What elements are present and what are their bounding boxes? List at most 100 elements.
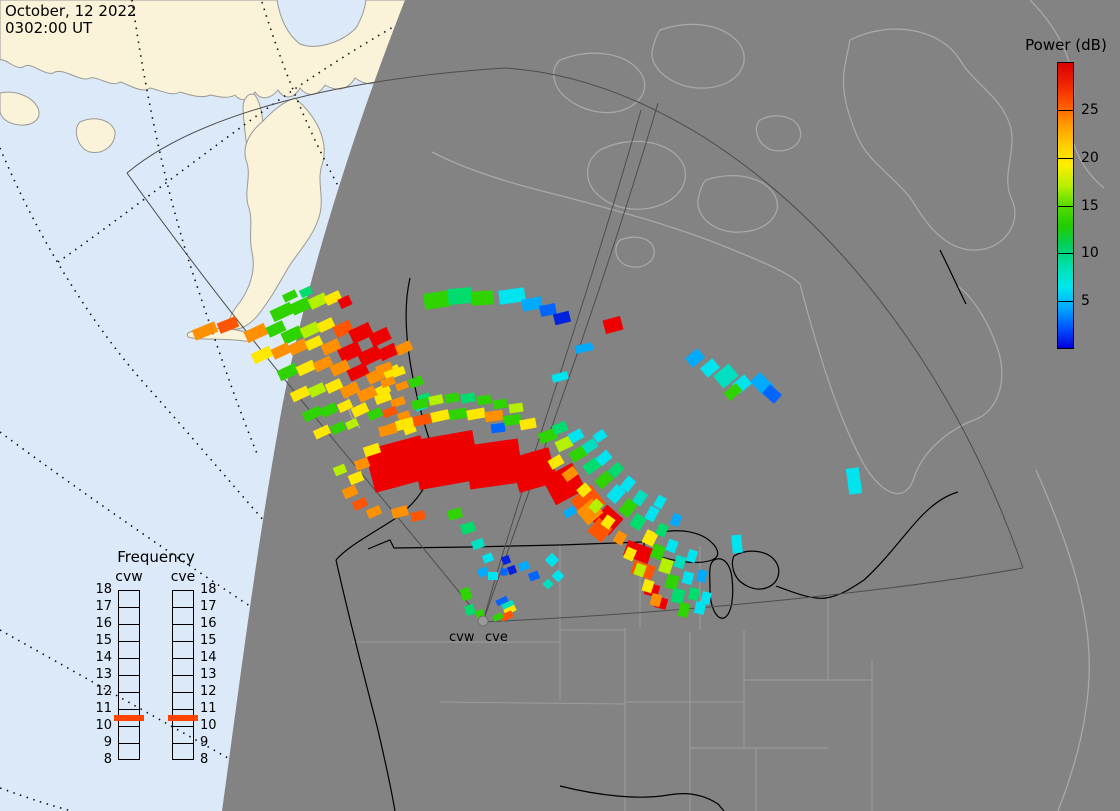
- backscatter-cell: [304, 335, 324, 351]
- backscatter-cell: [394, 340, 414, 356]
- backscatter-cell: [595, 449, 613, 467]
- ladder-rung: [119, 624, 139, 625]
- ladder-rung: [173, 607, 193, 608]
- backscatter-cell: [351, 497, 369, 511]
- backscatter-cell: [380, 375, 396, 389]
- frequency-marker-cve: [168, 714, 198, 721]
- backscatter-cell: [368, 326, 392, 348]
- backscatter-cell: [619, 475, 637, 493]
- backscatter-cell: [664, 573, 680, 591]
- backscatter-cell: [476, 394, 492, 406]
- backscatter-cell: [281, 289, 299, 303]
- backscatter-cell: [459, 586, 473, 602]
- frequency-marker-cvw: [114, 714, 144, 721]
- frequency-scale-label: 8: [103, 752, 112, 767]
- backscatter-cell: [500, 554, 512, 566]
- backscatter-cell: [567, 428, 585, 444]
- backscatter-cell: [500, 568, 508, 576]
- backscatter-cell: [700, 591, 712, 605]
- timestamp: October, 12 2022 0302:00 UT: [5, 2, 137, 38]
- backscatter-cell: [337, 294, 353, 310]
- backscatter-cell: [673, 554, 687, 570]
- colorbar-tick-label: 20: [1081, 149, 1099, 166]
- backscatter-cell: [428, 394, 444, 406]
- backscatter-cell: [501, 599, 515, 611]
- backscatter-cell: [845, 467, 863, 495]
- backscatter-cell: [592, 428, 608, 444]
- backscatter-cell: [594, 470, 614, 490]
- backscatter-cell: [495, 595, 509, 607]
- backscatter-cell: [665, 538, 679, 554]
- backscatter-cell: [289, 296, 313, 316]
- backscatter-cell: [551, 420, 569, 436]
- ladder-rung: [119, 743, 139, 744]
- backscatter-cell: [382, 405, 398, 419]
- backscatter-cell: [390, 505, 410, 519]
- backscatter-cell: [423, 290, 451, 310]
- backscatter-cell: [430, 409, 450, 423]
- frequency-column-label-cve: cve: [170, 569, 196, 585]
- backscatter-cell: [270, 342, 292, 360]
- backscatter-cell: [481, 552, 495, 564]
- frequency-scale-label: 17: [95, 599, 112, 614]
- backscatter-cell: [353, 456, 371, 472]
- frequency-scale-label: 9: [103, 735, 112, 750]
- backscatter-cell: [622, 546, 638, 562]
- backscatter-cell: [484, 409, 504, 423]
- backscatter-cell: [366, 406, 384, 422]
- backscatter-cell: [403, 424, 417, 436]
- backscatter-cell: [280, 325, 304, 345]
- backscatter-cell: [411, 429, 481, 491]
- frequency-scale-label: 15: [95, 633, 112, 648]
- frequency-scale-label: 14: [200, 650, 217, 665]
- backscatter-cell: [336, 398, 354, 414]
- backscatter-cell: [544, 552, 560, 568]
- ladder-rung: [173, 624, 193, 625]
- backscatter-cell: [508, 402, 524, 414]
- colorbar-tick-label: 25: [1081, 101, 1099, 118]
- backscatter-cell: [346, 362, 370, 382]
- ladder-rung: [119, 692, 139, 693]
- backscatter-cell: [633, 562, 647, 578]
- radar-site-label-cve: cve: [485, 630, 508, 645]
- backscatter-cell: [517, 560, 531, 572]
- backscatter-cell: [312, 355, 334, 373]
- backscatter-cell: [250, 345, 274, 365]
- backscatter-cell: [685, 548, 699, 564]
- backscatter-cell: [561, 465, 579, 483]
- ladder-rung: [119, 726, 139, 727]
- state-boundaries: [352, 544, 873, 811]
- backscatter-cell: [696, 569, 708, 583]
- backscatter-cell: [606, 484, 626, 504]
- colorbar-tick-label: 5: [1081, 293, 1090, 310]
- backscatter-cell: [312, 424, 332, 440]
- backscatter-cell: [337, 341, 363, 363]
- backscatter-cell: [407, 375, 425, 389]
- backscatter-cell: [506, 564, 518, 576]
- frequency-ladder-cve: [172, 590, 194, 760]
- ladder-rung: [119, 658, 139, 659]
- backscatter-cell: [588, 498, 604, 514]
- backscatter-cell: [265, 320, 287, 338]
- frequency-scale-label: 12: [95, 684, 112, 699]
- night-terminator-shade: [222, 0, 1120, 811]
- frequency-scale-label: 13: [200, 667, 217, 682]
- backscatter-cell: [649, 592, 663, 608]
- backscatter-cell: [629, 512, 647, 532]
- backscatter-cell: [521, 296, 543, 312]
- backscatter-cell: [446, 507, 464, 521]
- backscatter-cell: [307, 382, 327, 398]
- backscatter-cell: [191, 321, 219, 341]
- backscatter-cell: [410, 510, 426, 522]
- backscatter-cell: [276, 362, 300, 382]
- backscatter-cell: [519, 417, 537, 431]
- backscatter-cell: [356, 385, 378, 403]
- backscatter-cell: [492, 398, 508, 410]
- backscatter-cell: [498, 287, 526, 305]
- backscatter-cell: [582, 456, 602, 476]
- backscatter-cell: [295, 359, 317, 377]
- colorbar-divider: [1057, 109, 1074, 111]
- frequency-ladder-cvw: [118, 590, 140, 760]
- backscatter-cell: [581, 437, 599, 455]
